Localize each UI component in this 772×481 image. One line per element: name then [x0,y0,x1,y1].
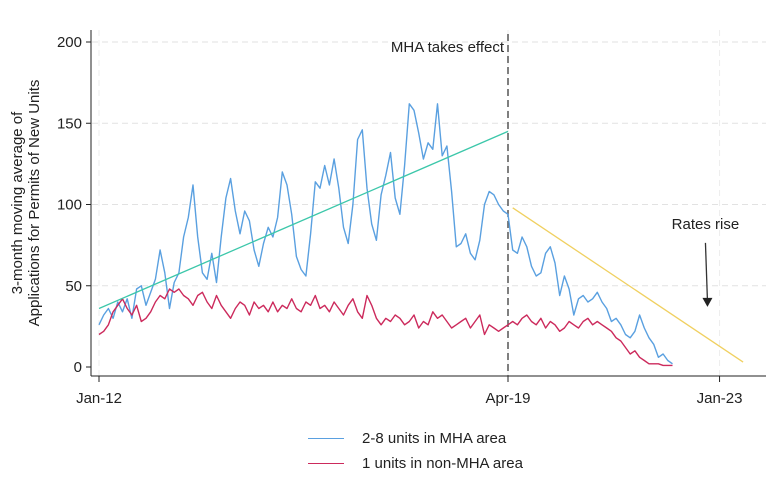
annotation-0: MHA takes effect [391,39,505,56]
y-tick-label-100: 100 [57,197,82,214]
x-tick-label-Apr-19: Apr-19 [485,390,530,407]
series-line-1 [98,288,673,367]
legend-item-non-mha: 1 units in non-MHA area [308,451,523,476]
annotation-1: Rates rise [672,216,740,233]
y-tick-label-150: 150 [57,115,82,132]
x-tick-label-Jan-12: Jan-12 [76,390,122,407]
y-tick-label-200: 200 [57,34,82,51]
y-axis-title-line-2: Applications for Permits of New Units [26,80,43,327]
legend-label-non-mha: 1 units in non-MHA area [362,455,523,472]
y-tick-label-50: 50 [65,278,82,295]
legend-label-mha: 2-8 units in MHA area [362,430,507,447]
trend-line-2 [98,130,509,310]
legend-swatch-non-mha [308,463,344,464]
y-axis-title-line-1: 3-month moving average of [9,111,26,294]
x-tick-label-Jan-23: Jan-23 [697,390,743,407]
annotation-arrow-shaft-1 [704,242,709,301]
legend: 2-8 units in MHA area 1 units in non-MHA… [308,426,523,476]
annotation-arrowhead-1 [702,297,713,307]
legend-item-mha: 2-8 units in MHA area [308,426,523,451]
trend-line-3 [512,207,744,363]
series-line-0 [98,103,673,365]
legend-swatch-mha [308,438,344,439]
y-tick-label-0: 0 [74,359,82,376]
